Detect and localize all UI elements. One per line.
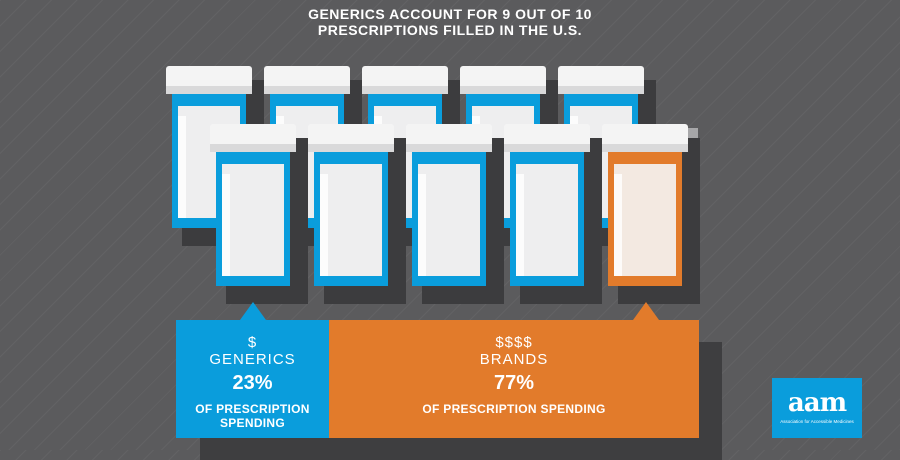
aam-logo-word: aam <box>787 388 847 418</box>
generics-spending-bar: $ GENERICS 23% OF PRESCRIPTION SPENDING <box>176 320 329 438</box>
brand-bottle-10 <box>602 124 700 304</box>
generic-bottle-9 <box>504 124 602 304</box>
chart-title-line-2: PRESCRIPTIONS FILLED IN THE U.S. <box>317 22 583 38</box>
brands-spending-bar: $$$$ BRANDS 77% OF PRESCRIPTION SPENDING <box>329 320 699 438</box>
generics-cost-symbol: $ <box>247 334 258 351</box>
chart-title: GENERICS ACCOUNT FOR 9 OUT OF 10 PRESCRI… <box>0 6 900 38</box>
generics-description: OF PRESCRIPTION SPENDING <box>195 402 310 430</box>
brands-label: BRANDS <box>479 351 549 368</box>
generic-bottle-7 <box>308 124 406 304</box>
generics-label: GENERICS <box>209 351 296 368</box>
aam-logo-subtitle: Association for Accessible Medicines <box>780 419 854 424</box>
generics-percent: 23% <box>232 372 273 394</box>
aam-logo: aam Association for Accessible Medicines <box>772 378 862 438</box>
generic-bottle-8 <box>406 124 504 304</box>
generic-bottle-6 <box>210 124 308 304</box>
brands-description: OF PRESCRIPTION SPENDING <box>422 402 606 416</box>
generics-pointer <box>240 302 266 320</box>
brands-pointer <box>633 302 659 320</box>
chart-title-line-1: GENERICS ACCOUNT FOR 9 OUT OF 10 <box>308 6 592 22</box>
brands-cost-symbol: $$$$ <box>495 334 533 351</box>
prescription-bottles-graphic <box>166 66 700 304</box>
brands-percent: 77% <box>493 372 535 394</box>
